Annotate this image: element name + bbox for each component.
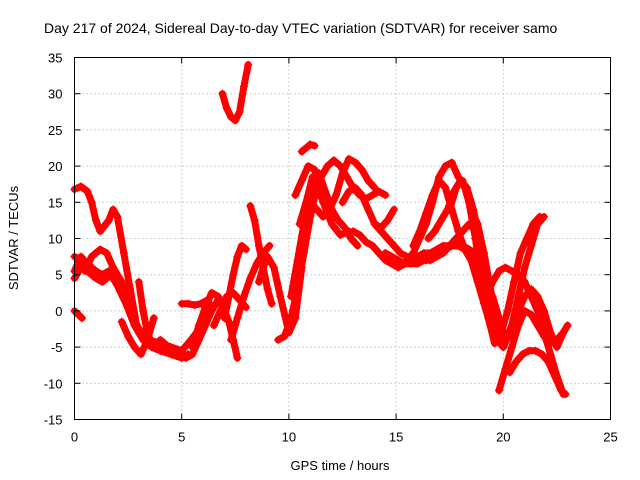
- series-line: [71, 307, 86, 322]
- series-line: [298, 140, 319, 156]
- series-arc5: [70, 306, 86, 323]
- plus-markers: [338, 183, 398, 232]
- plus-markers: [134, 277, 160, 352]
- y-tick-label: 30: [48, 87, 62, 102]
- plus-markers: [218, 60, 253, 125]
- series-arc7: [134, 277, 160, 352]
- series-line: [255, 253, 306, 337]
- y-tick-label: 10: [48, 232, 62, 247]
- y-tick-label: -5: [51, 340, 63, 355]
- x-tick-label: 15: [389, 430, 403, 445]
- plus-markers: [402, 158, 463, 265]
- plus-markers: [297, 140, 319, 156]
- y-tick-label: -10: [44, 376, 63, 391]
- y-tick-label: 35: [48, 51, 62, 66]
- series-line: [506, 347, 569, 398]
- series-arc30: [402, 158, 463, 265]
- series-arc15: [218, 60, 253, 125]
- series-line: [296, 169, 361, 250]
- data-series: [70, 60, 572, 399]
- plus-markers: [177, 296, 212, 310]
- y-tick-label: 25: [48, 123, 62, 138]
- y-tick-label: 0: [55, 304, 62, 319]
- series-line: [221, 242, 250, 322]
- y-tick-label: 20: [48, 159, 62, 174]
- y-tick-label: 5: [55, 268, 62, 283]
- y-axis-label: SDTVAR / TECUs: [6, 185, 21, 290]
- y-tick-label: -15: [44, 413, 63, 428]
- x-tick-label: 5: [178, 430, 185, 445]
- x-axis-label: GPS time / hours: [291, 458, 390, 473]
- plus-markers: [306, 154, 379, 221]
- x-tick-label: 20: [496, 430, 510, 445]
- series-arc16: [246, 201, 276, 308]
- series-line: [246, 202, 276, 308]
- series-arc37: [505, 346, 570, 399]
- chart-title: Day 217 of 2024, Sidereal Day-to-day VTE…: [44, 20, 557, 36]
- x-tick-label: 10: [282, 430, 296, 445]
- series-line: [381, 220, 486, 268]
- series-arc12: [177, 296, 212, 310]
- series-arc18: [274, 183, 321, 344]
- series-arc25: [338, 183, 398, 232]
- series-arc13: [220, 241, 250, 323]
- series-arc28: [381, 220, 486, 268]
- plus-markers: [505, 346, 570, 399]
- axis-ticks: 0 5 10 15 20 25 -15 -10 -5 0 5 10 15 20 25 30 35: [44, 51, 618, 445]
- plus-markers: [220, 241, 250, 323]
- x-tick-label: 0: [71, 430, 78, 445]
- x-tick-label: 25: [603, 430, 617, 445]
- series-arc22: [297, 140, 319, 156]
- y-tick-label: 15: [48, 195, 62, 210]
